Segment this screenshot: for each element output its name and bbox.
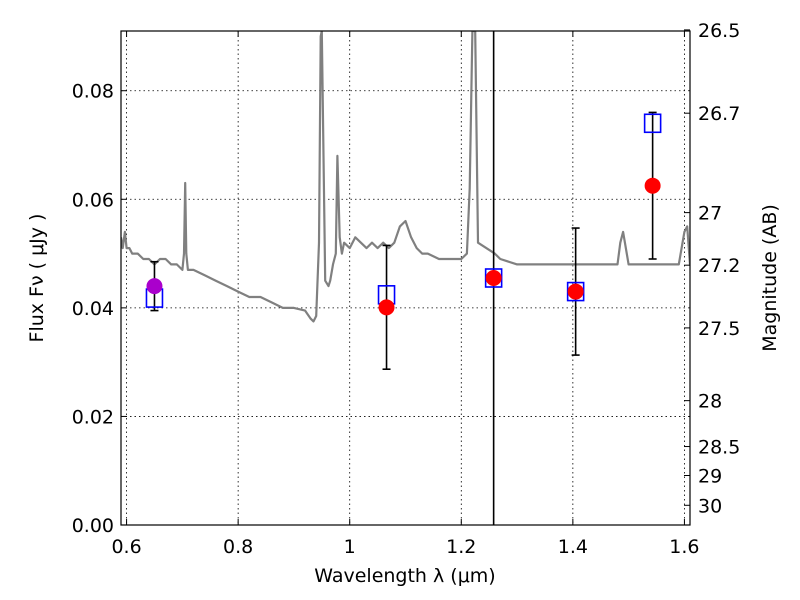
- y-tick-label: 0.00: [72, 515, 114, 537]
- x-tick-label: 1.2: [446, 536, 476, 558]
- mag-tick-label: 30: [698, 495, 722, 517]
- model-point: [643, 113, 662, 134]
- model-spectrum-line: [121, 31, 690, 323]
- y-tick-label: 0.02: [72, 406, 114, 428]
- y2-axis-title: Magnitude (AB): [759, 204, 781, 352]
- observed-point: [378, 299, 395, 316]
- data-area: [121, 31, 690, 323]
- x-tick-label: 0.8: [223, 536, 253, 558]
- observed-point: [644, 177, 661, 194]
- plot-frame: [120, 30, 691, 526]
- mag-tick-label: 27.5: [698, 318, 740, 340]
- x-tick-label: 1: [344, 536, 356, 558]
- plot-background: [121, 31, 690, 525]
- observed-point: [485, 270, 502, 286]
- ticks: 0.6 0.8 1 1.2 1.4 1.6 0.00 0.02 0.04 0.06 0.08 26.5…: [72, 20, 741, 558]
- mag-tick-label: 26.5: [698, 20, 740, 42]
- y-tick-label: 0.04: [72, 298, 114, 320]
- y-tick-label: 0.08: [72, 81, 114, 103]
- mag-tick-label: 29: [698, 465, 722, 487]
- y-axis-title: Flux Fν ( μJy ): [26, 214, 48, 343]
- mag-tick-label: 26.7: [698, 103, 740, 125]
- x-tick-label: 0.6: [111, 536, 141, 558]
- observed-point: [567, 283, 584, 300]
- mag-tick-label: 28.5: [698, 437, 740, 459]
- mag-tick-label: 27: [698, 203, 722, 225]
- markers: [145, 113, 662, 316]
- x-axis-title: Wavelength λ (μm): [314, 565, 495, 587]
- optical-point: [146, 278, 163, 295]
- mag-tick-label: 28: [698, 391, 722, 413]
- x-tick-label: 1.4: [558, 536, 588, 558]
- y-tick-label: 0.06: [72, 189, 114, 211]
- mag-tick-label: 27.2: [698, 255, 740, 277]
- x-tick-label: 1.6: [669, 536, 699, 558]
